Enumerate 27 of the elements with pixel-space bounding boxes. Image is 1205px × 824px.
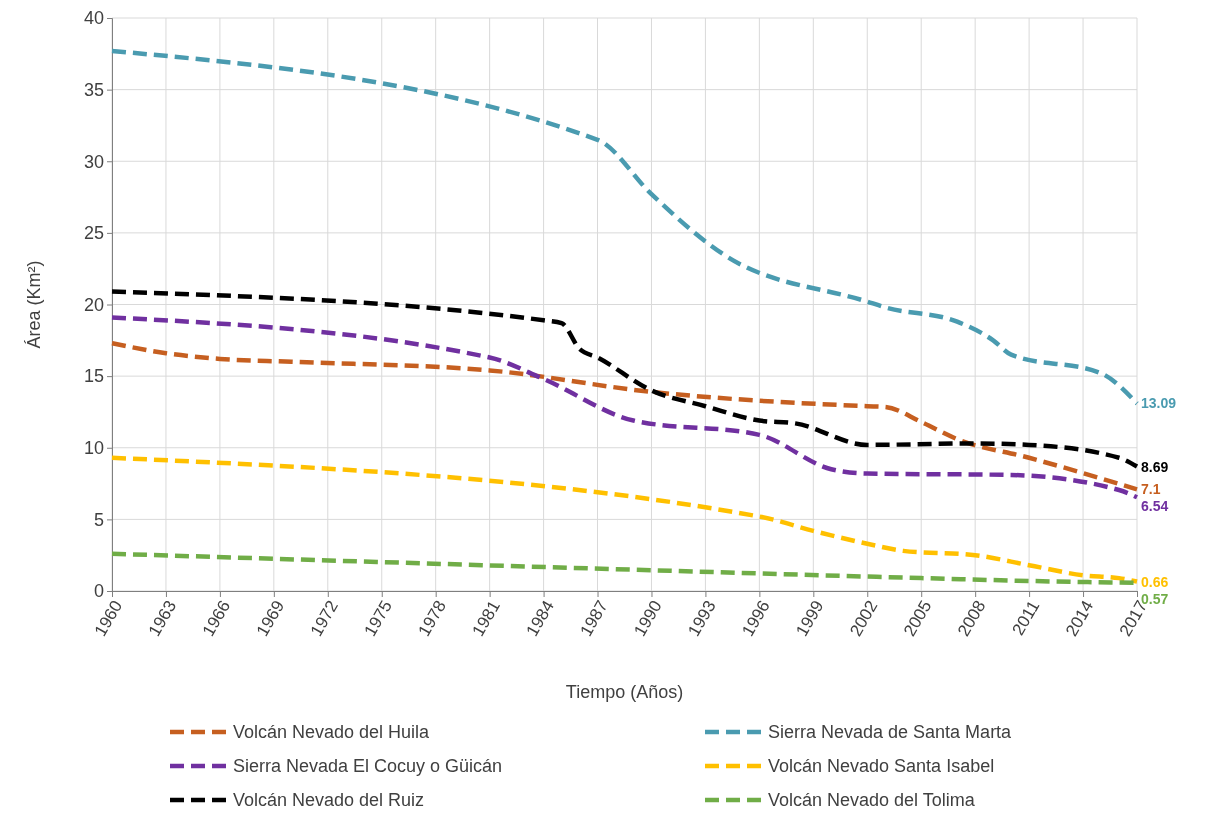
legend-label: Volcán Nevado Santa Isabel	[768, 756, 995, 776]
data-label: 13.09	[1141, 395, 1177, 412]
data-label: 8.69	[1141, 458, 1169, 475]
line-series	[109, 455, 1140, 584]
legend-label: Sierra Nevada de Santa Marta	[768, 722, 1013, 742]
y-tick-label: 30	[83, 151, 104, 172]
line-series	[109, 340, 1140, 492]
data-label: 6.54	[1141, 498, 1169, 515]
y-tick-label: 25	[83, 223, 104, 244]
y-axis-title: Área (Km²)	[24, 260, 44, 349]
legend-label: Volcán Nevado del Ruiz	[233, 790, 425, 810]
legend-label: Sierra Nevada El Cocuy o Güicán	[233, 756, 503, 776]
line-series	[109, 315, 1140, 500]
y-tick-label: 40	[83, 8, 104, 29]
data-label: 0.66	[1141, 573, 1169, 590]
x-axis-title: Tiempo (Años)	[565, 682, 684, 702]
y-tick-label: 20	[83, 294, 104, 315]
legend-label: Volcán Nevado del Tolima	[768, 790, 976, 810]
line-series	[109, 289, 1140, 469]
y-tick-label: 15	[83, 366, 104, 387]
y-tick-label: 35	[83, 79, 104, 100]
line-series	[109, 48, 1140, 406]
y-tick-label: 5	[93, 509, 104, 530]
y-tick-label: 10	[83, 438, 104, 459]
y-tick-label: 0	[93, 581, 104, 602]
legend-label: Volcán Nevado del Huila	[233, 722, 431, 742]
data-label: 7.1	[1141, 481, 1161, 498]
